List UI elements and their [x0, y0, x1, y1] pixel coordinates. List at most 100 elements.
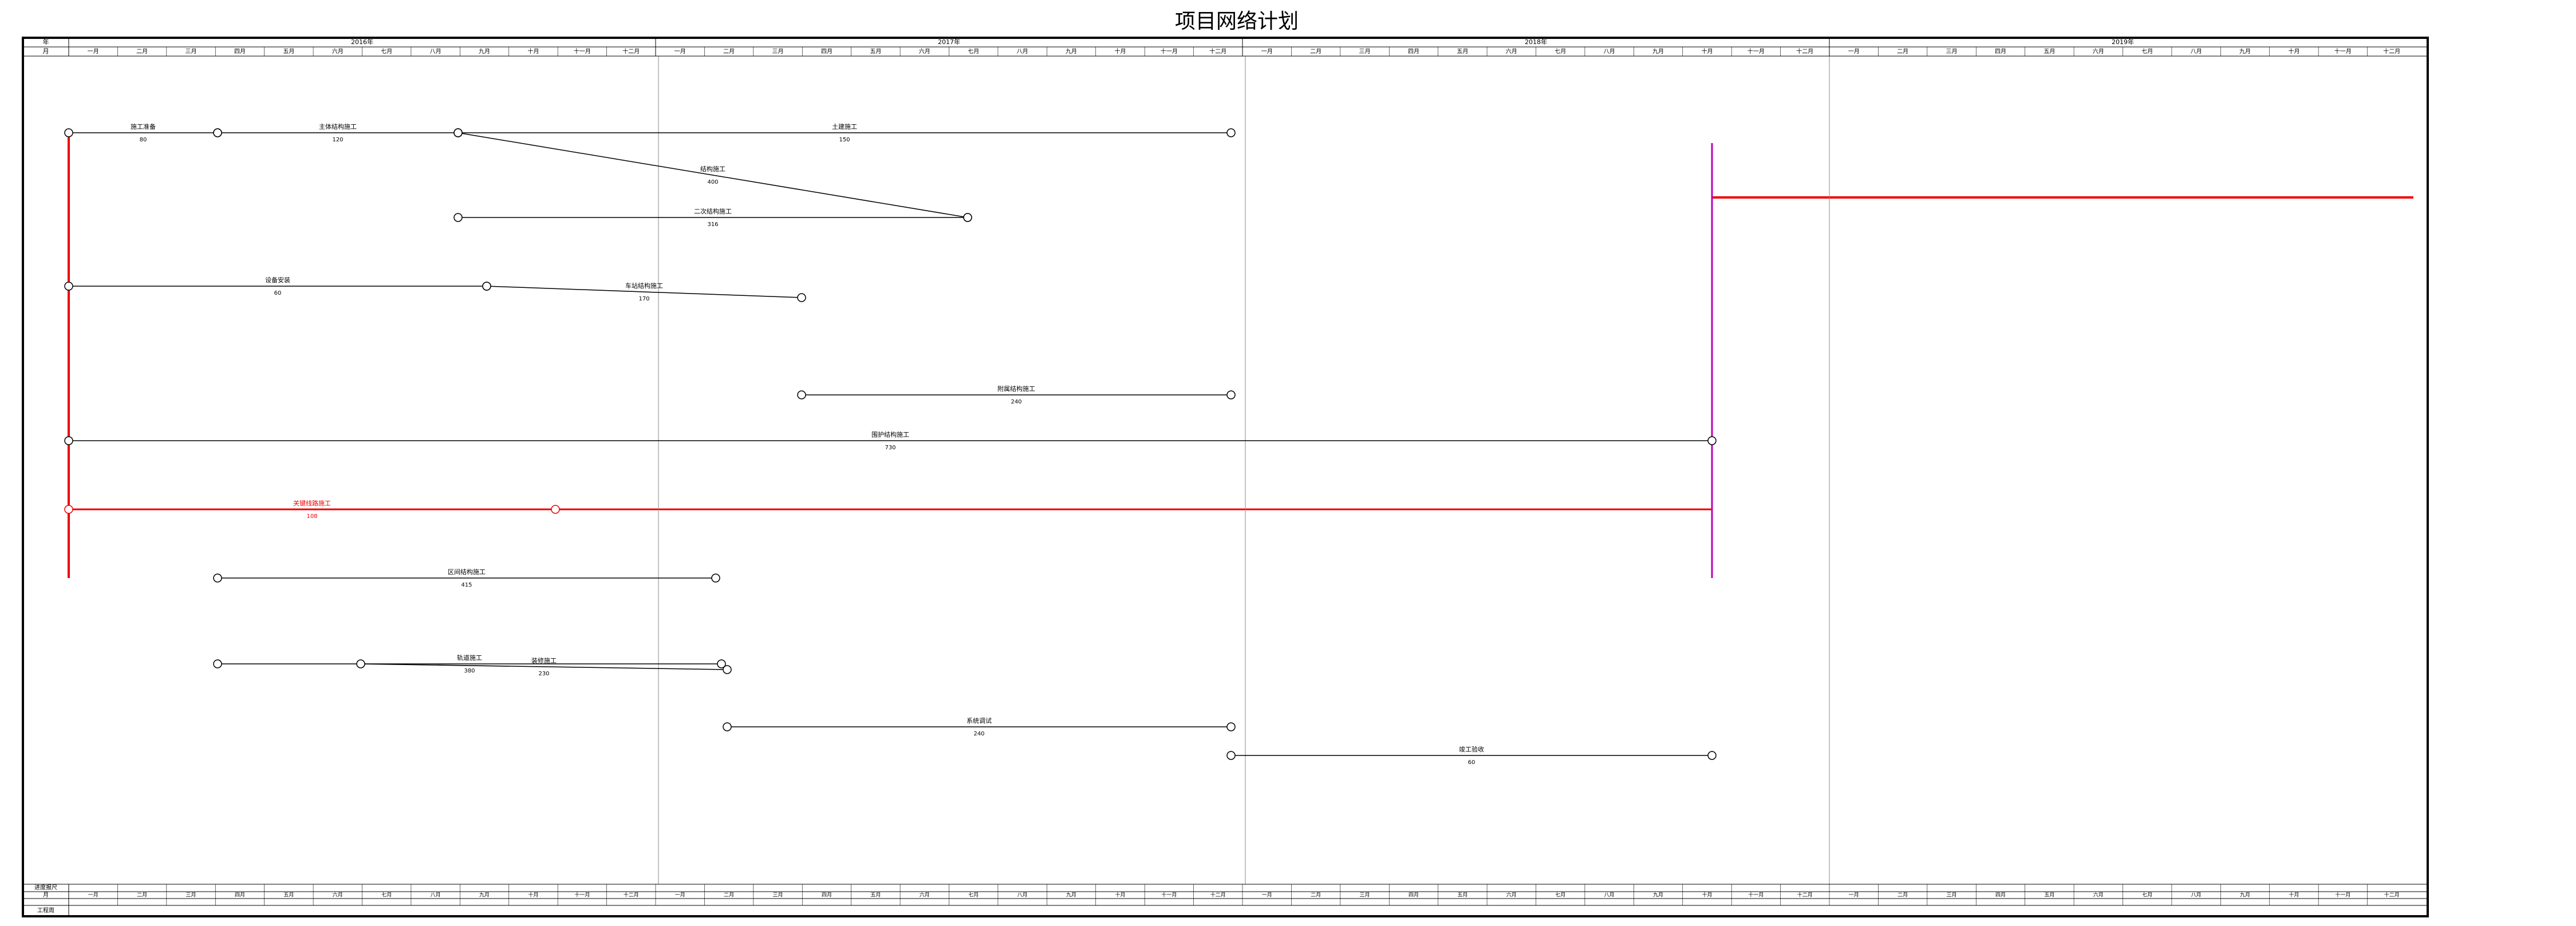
month-label: 七月: [968, 892, 979, 899]
month-label: 四月: [1409, 892, 1419, 899]
month-label: 一月: [674, 48, 686, 55]
month-label: 九月: [1066, 892, 1076, 899]
month-label: 二月: [1310, 48, 1321, 55]
activity-duration: 120: [332, 137, 343, 143]
node: [453, 128, 463, 137]
activity-label: 主体结构施工: [319, 122, 357, 130]
node: [723, 722, 732, 731]
activity-label: 二次结构施工: [694, 207, 732, 215]
node: [213, 573, 222, 583]
month-label: 十月: [1702, 892, 1712, 899]
activity-label: 设备安装: [265, 276, 290, 284]
month-label: 二月: [1897, 48, 1908, 55]
year-label: 2019年: [2112, 38, 2134, 46]
month-label: 十二月: [624, 892, 639, 899]
activity-duration: 108: [306, 513, 317, 520]
month-label: 四月: [822, 892, 832, 899]
activity-duration: 316: [707, 221, 718, 228]
month-label: 三月: [773, 892, 783, 899]
month-label: 十二月: [1209, 48, 1226, 55]
month-label: 九月: [1066, 48, 1077, 55]
row-label: 月: [43, 892, 49, 899]
activity-label: 区间结构施工: [448, 568, 486, 576]
node: [711, 573, 720, 583]
month-label: 一月: [1261, 48, 1273, 55]
month-label: 二月: [137, 892, 147, 899]
month-label: 二月: [1311, 892, 1321, 899]
month-label: 十月: [528, 892, 538, 899]
node: [453, 213, 463, 222]
month-label: 八月: [431, 892, 441, 899]
month-label: 四月: [235, 892, 245, 899]
activity-duration: 230: [538, 671, 549, 677]
activity-label: 车站结构施工: [625, 282, 663, 290]
node: [1707, 436, 1717, 445]
month-label: 二月: [724, 892, 734, 899]
month-label: 六月: [919, 48, 930, 55]
activity-arrow: [457, 132, 968, 218]
frame: [22, 37, 2429, 917]
month-label: 五月: [283, 892, 294, 899]
node: [1226, 722, 1236, 731]
month-label: 三月: [1360, 892, 1370, 899]
month-label: 三月: [1947, 892, 1957, 899]
month-label: 一月: [88, 48, 99, 55]
activity-label: 结构施工: [700, 165, 725, 173]
activity-duration: 170: [638, 296, 649, 302]
activity-label: 施工准备: [131, 122, 156, 130]
title: 项目网络计划: [1175, 10, 1299, 33]
month-label: 五月: [870, 48, 881, 55]
year-label: 2017年: [938, 38, 960, 46]
node: [1707, 751, 1717, 760]
month-label: 四月: [1408, 48, 1419, 55]
month-label: 三月: [186, 48, 197, 55]
month-label: 十一月: [2334, 48, 2352, 55]
month-label: 四月: [821, 48, 833, 55]
node: [1226, 128, 1236, 137]
month-label: 九月: [1652, 48, 1664, 55]
month-label: 七月: [2142, 892, 2152, 899]
activity-label: 关键线路施工: [293, 499, 331, 507]
month-label: 十二月: [1210, 892, 1226, 899]
node: [213, 659, 222, 668]
month-label: 二月: [136, 48, 148, 55]
month-label: 八月: [1604, 892, 1615, 899]
activity-arrow: [360, 663, 728, 670]
node: [64, 436, 73, 445]
month-label: 十一月: [574, 48, 591, 55]
month-label: 十一月: [1747, 48, 1765, 55]
month-label: 十二月: [1797, 892, 1813, 899]
activity-label: 装修施工: [531, 656, 557, 664]
node: [1226, 390, 1236, 399]
month-label: 六月: [1506, 48, 1517, 55]
activity-duration: 150: [839, 137, 850, 143]
month-label: 十月: [1701, 48, 1713, 55]
month-label: 十二月: [2384, 892, 2400, 899]
month-label: 十一月: [574, 892, 590, 899]
row-label: 月: [43, 48, 49, 55]
node: [356, 659, 365, 668]
month-label: 十二月: [2383, 48, 2400, 55]
month-label: 六月: [332, 48, 344, 55]
activity-label: 土建施工: [832, 122, 857, 130]
month-label: 九月: [2240, 892, 2250, 899]
activity-label: 附属结构施工: [997, 385, 1035, 393]
activity-duration: 400: [707, 179, 718, 185]
activity-duration: 60: [274, 290, 282, 296]
month-label: 十月: [2288, 48, 2299, 55]
month-label: 一月: [675, 892, 685, 899]
activity-label: 系统调试: [967, 717, 992, 725]
node: [551, 505, 560, 514]
month-label: 十一月: [2335, 892, 2350, 899]
month-label: 十月: [1114, 48, 1126, 55]
month-label: 一月: [88, 892, 98, 899]
node: [797, 293, 806, 302]
month-label: 四月: [1995, 48, 2006, 55]
node: [963, 213, 972, 222]
month-label: 七月: [381, 48, 392, 55]
month-label: 十一月: [1161, 48, 1178, 55]
activity-duration: 380: [464, 668, 475, 674]
month-label: 六月: [2093, 48, 2104, 55]
month-label: 六月: [1506, 892, 1517, 899]
